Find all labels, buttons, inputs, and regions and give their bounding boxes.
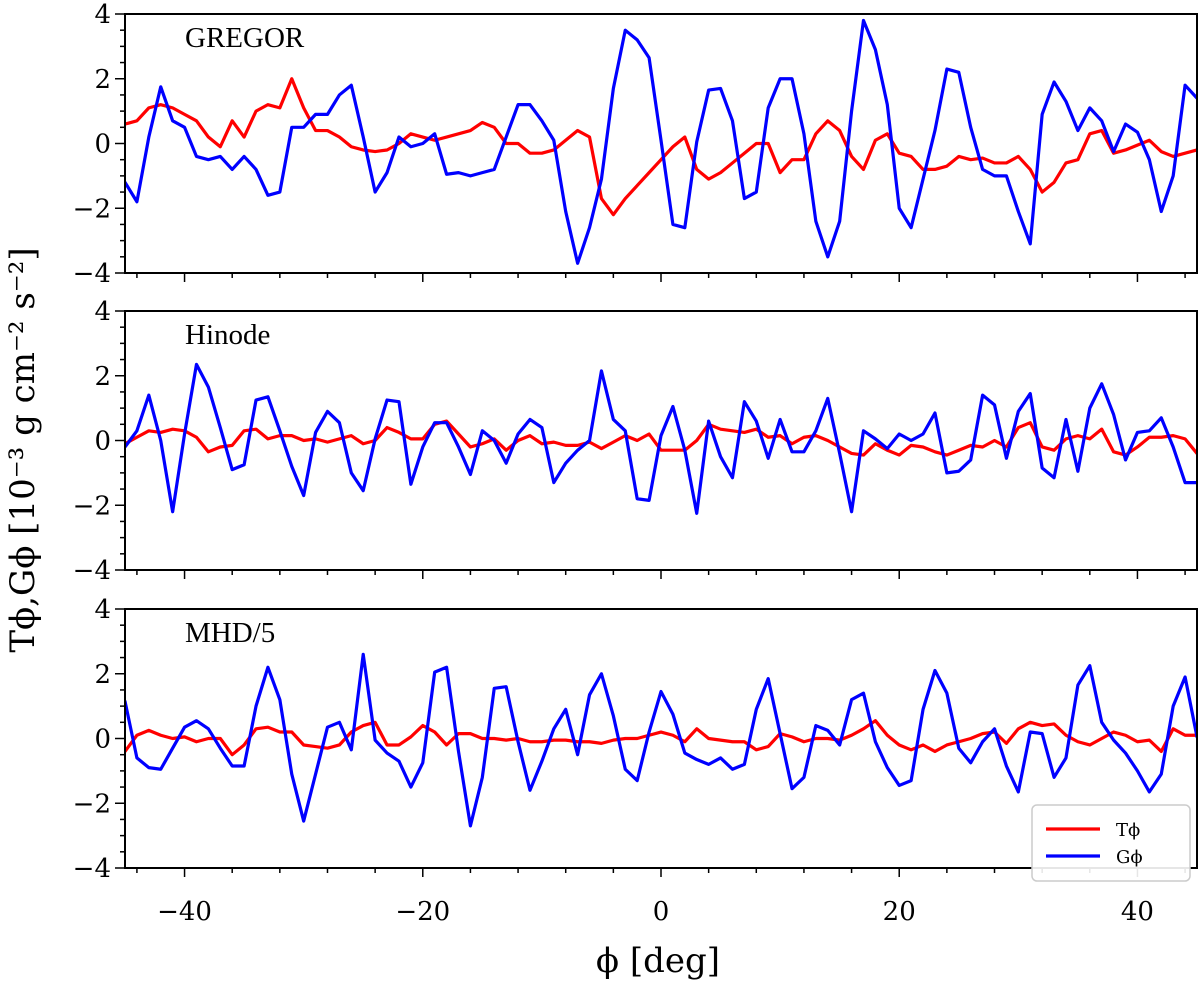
- y-tick-label: 0: [94, 725, 111, 755]
- y-tick-label: −4: [73, 259, 111, 289]
- y-tick-label: 4: [94, 297, 111, 327]
- legend-label-g: Gϕ: [1116, 847, 1143, 868]
- x-axis-title: ϕ [deg]: [596, 941, 720, 981]
- y-tick-label: −4: [73, 556, 111, 586]
- legend-label-t: Tϕ: [1116, 820, 1140, 841]
- series-g-line: [125, 652, 1197, 828]
- series-t-line: [125, 419, 1197, 457]
- y-tick-label: 2: [94, 660, 111, 690]
- legend: Tϕ Gϕ: [1031, 804, 1191, 882]
- y-tick-label: −2: [73, 491, 111, 521]
- y-tick-label: 2: [94, 65, 111, 95]
- panel-hinode: −4 −2 0 2 4 Hinode: [73, 297, 1198, 586]
- x-tick-label: −20: [395, 897, 450, 927]
- series-t-line: [125, 77, 1197, 217]
- panel-title: GREGOR: [185, 22, 305, 54]
- y-tick-label: −2: [73, 194, 111, 224]
- x-tick-label: 20: [883, 897, 916, 927]
- y-tick-label: −4: [73, 854, 111, 884]
- y-tick-label: −2: [73, 789, 111, 819]
- x-tick-label: 40: [1121, 897, 1154, 927]
- y-tick-label: 0: [94, 427, 111, 457]
- series-t-line: [125, 719, 1197, 757]
- legend-box: [1031, 804, 1191, 882]
- y-axis-title: Tϕ,Gϕ [10⁻³ g cm⁻² s⁻²]: [3, 247, 43, 652]
- panel-title: Hinode: [185, 319, 270, 351]
- panel-title: MHD/5: [185, 617, 275, 649]
- y-tick-label: 2: [94, 362, 111, 392]
- y-tick-label: 4: [94, 595, 111, 625]
- y-tick-label: 0: [94, 130, 111, 160]
- panel-gregor: −4 −2 0 2 4 GREGOR: [73, 0, 1198, 289]
- y-tick-label: 4: [94, 0, 111, 30]
- series-g-line: [125, 362, 1197, 515]
- x-tick-label: 0: [653, 897, 670, 927]
- series-g-line: [125, 18, 1197, 265]
- x-tick-label: −40: [157, 897, 212, 927]
